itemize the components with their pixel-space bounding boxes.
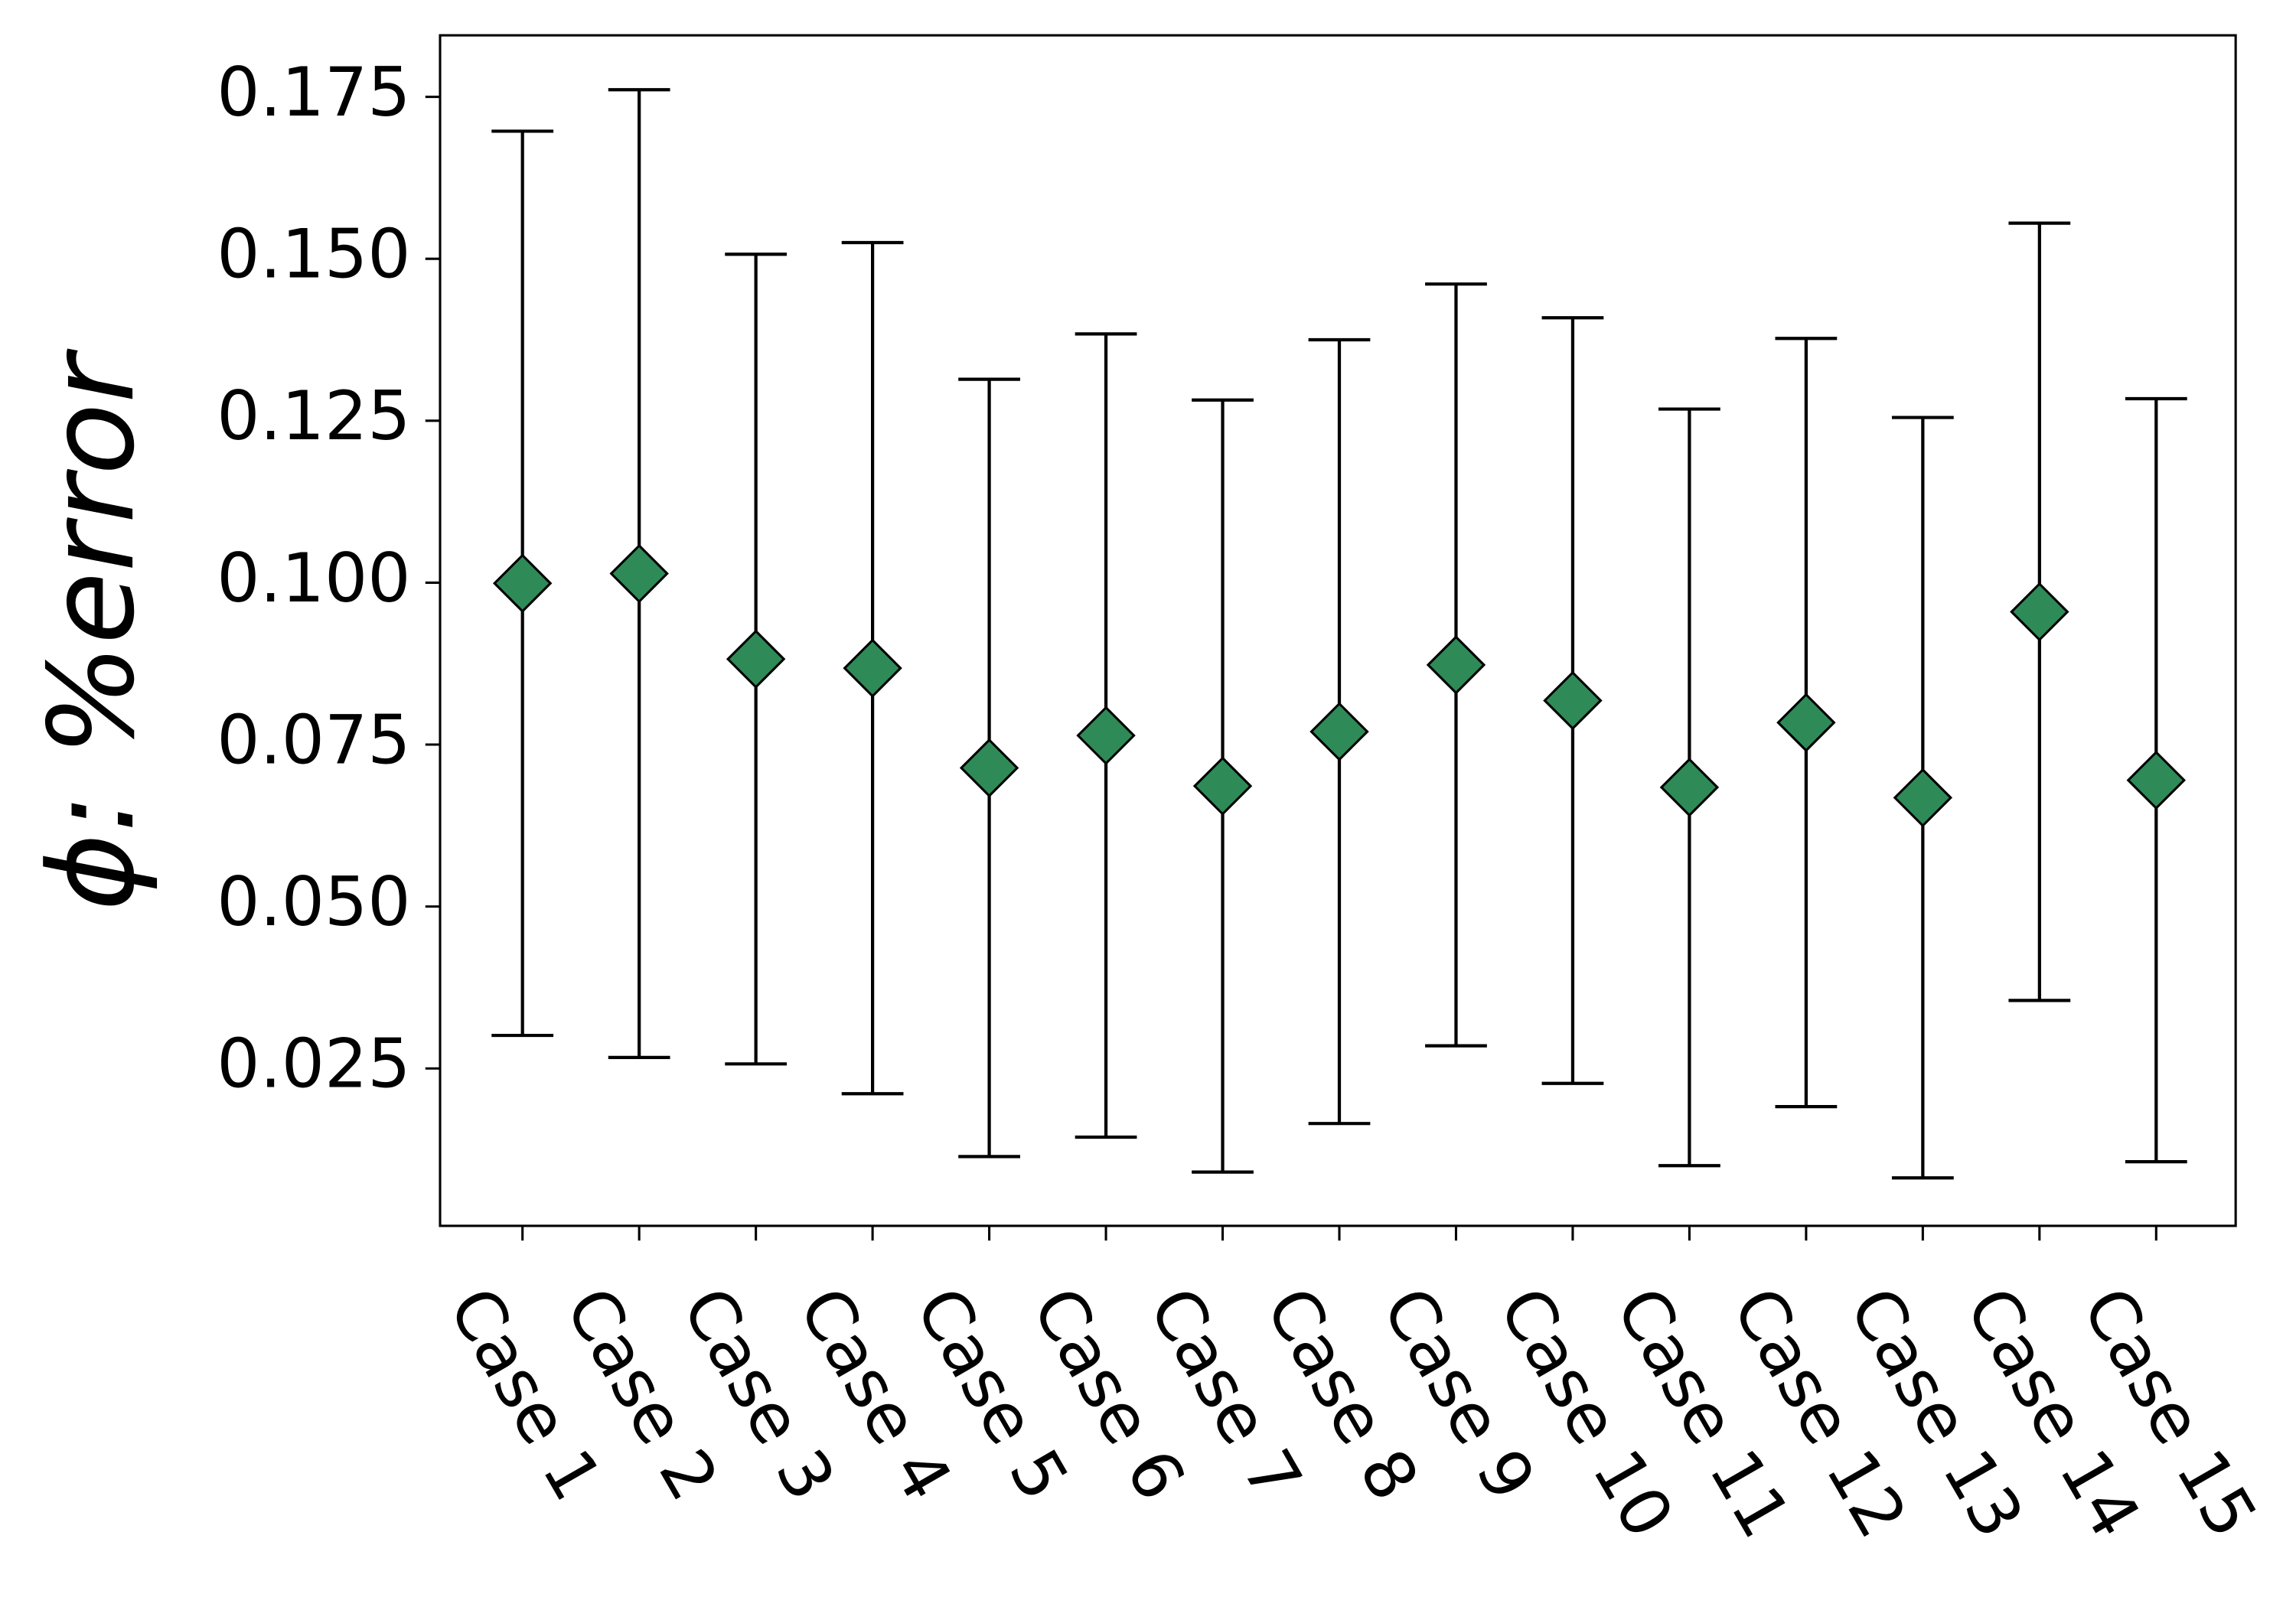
marker: [1659, 758, 1720, 817]
marker: [2126, 750, 2187, 810]
marker: [1543, 670, 1603, 731]
marker: [492, 553, 553, 613]
y-tick-label: 0.125: [217, 376, 410, 455]
y-tick-label: 0.150: [217, 215, 410, 294]
marker: [959, 738, 1019, 798]
marker: [2010, 582, 2069, 642]
marker: [1893, 768, 1953, 828]
marker: [843, 638, 902, 698]
plot-frame: [439, 34, 2237, 1227]
marker: [1426, 635, 1486, 695]
marker: [609, 543, 669, 604]
y-tick-label: 0.075: [217, 700, 410, 779]
marker: [1076, 706, 1136, 765]
marker: [726, 629, 786, 689]
y-tick-label: 0.175: [217, 53, 410, 132]
marker: [1776, 693, 1836, 752]
y-tick-label: 0.100: [217, 539, 410, 618]
y-axis-label: ϕ: %error: [24, 348, 161, 911]
y-tick-label: 0.050: [217, 862, 410, 941]
marker: [1192, 756, 1253, 816]
marker: [1309, 702, 1369, 761]
y-tick-label: 0.025: [217, 1025, 410, 1103]
